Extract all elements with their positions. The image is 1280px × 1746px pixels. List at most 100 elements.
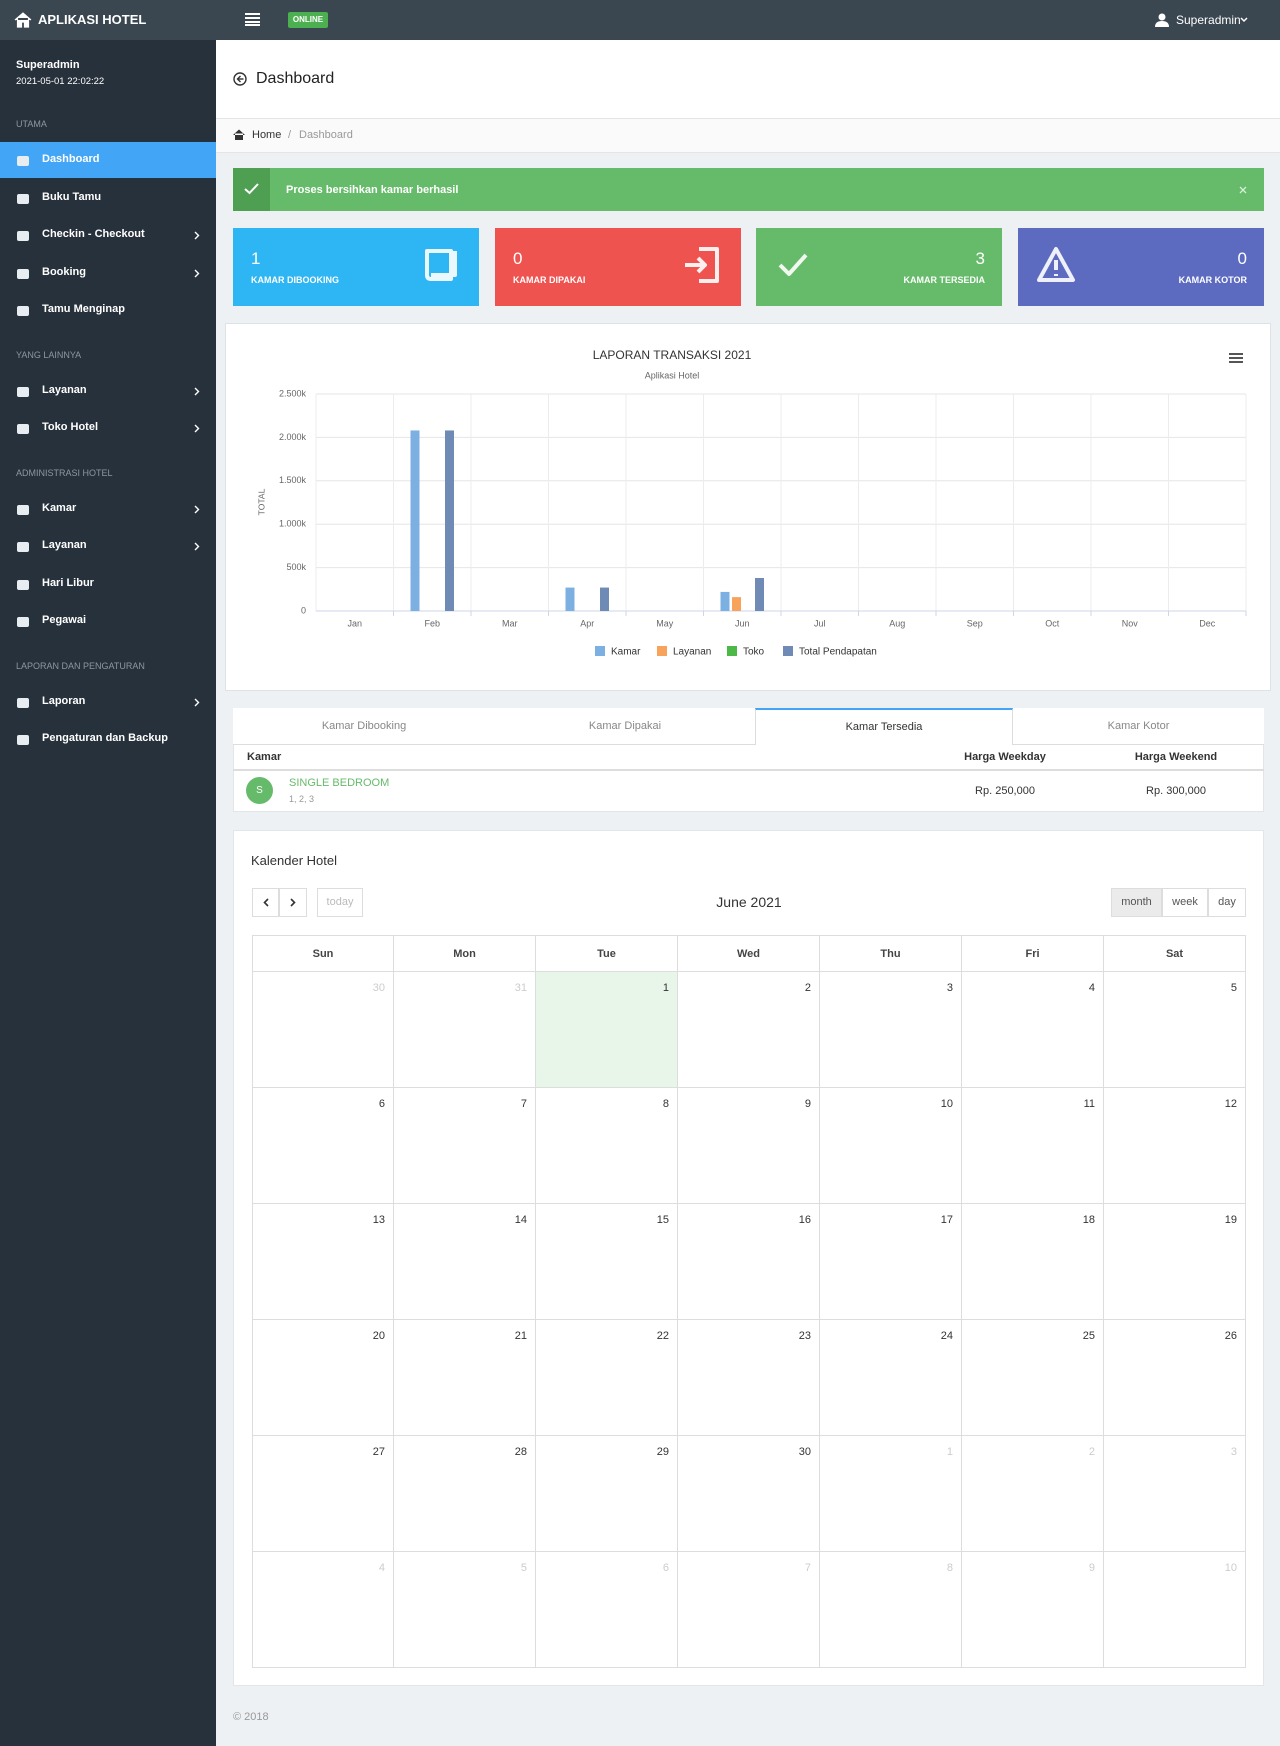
day-number: 9	[804, 1098, 811, 1110]
sidebar-icon	[17, 156, 29, 166]
tab[interactable]: Kamar Dipakai	[495, 708, 755, 745]
x-tick-label: Apr	[580, 618, 594, 628]
day-cell[interactable]: 19	[1104, 1204, 1246, 1320]
day-cell[interactable]: 2	[962, 1436, 1104, 1552]
next-button[interactable]	[279, 888, 307, 917]
day-cell[interactable]: 18	[962, 1204, 1104, 1320]
x-tick-label: Mar	[502, 618, 518, 628]
day-cell[interactable]: 8	[820, 1552, 962, 1668]
sidebar-item[interactable]: Buku Tamu	[0, 180, 216, 216]
day-cell[interactable]: 5	[1104, 972, 1246, 1088]
icon-shape	[17, 579, 29, 590]
stat-box: 0 KAMAR DIPAKAI	[495, 228, 741, 306]
y-tick-label: 2.000k	[279, 432, 307, 442]
day-cell[interactable]: 24	[820, 1320, 962, 1436]
day-cell[interactable]: 21	[394, 1320, 536, 1436]
sidebar-item[interactable]: Checkin - Checkout	[0, 217, 216, 253]
user-icon	[1155, 13, 1169, 27]
bar	[720, 591, 730, 611]
room-name[interactable]: SINGLE BEDROOM	[289, 777, 390, 789]
day-cell[interactable]: 30	[252, 972, 394, 1088]
stat-box: 3 KAMAR TERSEDIA	[756, 228, 1002, 306]
day-cell[interactable]: 7	[394, 1088, 536, 1204]
day-cell[interactable]: 15	[536, 1204, 678, 1320]
day-cell[interactable]: 31	[394, 972, 536, 1088]
view-button[interactable]: day	[1208, 888, 1246, 917]
menu-toggle[interactable]	[245, 13, 260, 26]
sidebar-item[interactable]: Layanan	[0, 373, 216, 409]
day-cell[interactable]: 30	[678, 1436, 820, 1552]
day-cell[interactable]: 12	[1104, 1088, 1246, 1204]
day-number: 31	[514, 982, 527, 994]
icon-shape	[17, 542, 29, 552]
day-cell[interactable]: 29	[536, 1436, 678, 1552]
day-number: 24	[940, 1330, 953, 1342]
day-cell[interactable]: 17	[820, 1204, 962, 1320]
sidebar-item[interactable]: Booking	[0, 255, 216, 291]
submenu-chevron	[194, 269, 200, 277]
tab-label: Kamar Tersedia	[845, 721, 923, 733]
legend-label: Kamar	[611, 647, 641, 658]
day-cell[interactable]: 5	[394, 1552, 536, 1668]
breadcrumb-link[interactable]: Home	[252, 129, 282, 141]
sidebar-icon	[17, 579, 29, 590]
day-cell[interactable]: 6	[536, 1552, 678, 1668]
icon-shape	[17, 424, 29, 434]
day-cell[interactable]: 10	[820, 1088, 962, 1204]
sidebar-item-label: Dashboard	[42, 153, 100, 165]
sidebar-item[interactable]: Hari Libur	[0, 566, 216, 602]
day-cell[interactable]: 13	[252, 1204, 394, 1320]
tab[interactable]: Kamar Tersedia	[755, 708, 1013, 745]
tab[interactable]: Kamar Dibooking	[233, 708, 495, 745]
sidebar-item[interactable]: Toko Hotel	[0, 410, 216, 446]
day-cell[interactable]: 3	[820, 972, 962, 1088]
day-cell[interactable]: 14	[394, 1204, 536, 1320]
day-cell[interactable]: 25	[962, 1320, 1104, 1436]
sidebar-item[interactable]: Layanan	[0, 528, 216, 564]
day-cell[interactable]: 26	[1104, 1320, 1246, 1436]
day-cell[interactable]: 27	[252, 1436, 394, 1552]
day-cell[interactable]: 1	[536, 972, 678, 1088]
icon-shape	[1037, 247, 1075, 282]
x-tick-label: Feb	[424, 618, 440, 628]
day-cell[interactable]: 23	[678, 1320, 820, 1436]
day-cell[interactable]: 4	[962, 972, 1104, 1088]
icon-shape	[17, 156, 29, 166]
stat-box: 1 KAMAR DIBOOKING	[233, 228, 479, 306]
day-cell[interactable]: 1	[820, 1436, 962, 1552]
view-button[interactable]: month	[1111, 888, 1162, 917]
day-cell[interactable]: 9	[962, 1552, 1104, 1668]
day-cell[interactable]: 3	[1104, 1436, 1246, 1552]
sidebar-icon	[17, 542, 29, 552]
alert-close[interactable]	[1239, 186, 1247, 194]
day-cell[interactable]: 10	[1104, 1552, 1246, 1668]
export-menu[interactable]	[1229, 353, 1243, 363]
back-icon[interactable]	[233, 72, 247, 86]
sidebar-item[interactable]: Dashboard	[0, 142, 216, 178]
sidebar-item[interactable]: Pengaturan dan Backup	[0, 721, 216, 757]
user-menu[interactable]: Superadmin	[1176, 13, 1241, 27]
day-cell[interactable]: 11	[962, 1088, 1104, 1204]
sidebar-item[interactable]: Pegawai	[0, 603, 216, 639]
day-cell[interactable]: 22	[536, 1320, 678, 1436]
day-cell[interactable]: 7	[678, 1552, 820, 1668]
day-cell[interactable]: 16	[678, 1204, 820, 1320]
day-cell[interactable]: 2	[678, 972, 820, 1088]
day-number: 17	[940, 1214, 953, 1226]
sidebar-datetime: 2021-05-01 22:02:22	[16, 76, 105, 87]
day-cell[interactable]: 4	[252, 1552, 394, 1668]
day-cell[interactable]: 28	[394, 1436, 536, 1552]
prev-button[interactable]	[252, 888, 279, 917]
day-cell[interactable]: 9	[678, 1088, 820, 1204]
sidebar-item[interactable]: Kamar	[0, 491, 216, 527]
day-number: 28	[514, 1446, 527, 1458]
sidebar-item[interactable]: Tamu Menginap	[0, 292, 216, 328]
submenu-chevron	[194, 424, 200, 433]
day-cell[interactable]: 20	[252, 1320, 394, 1436]
today-button[interactable]: today	[317, 888, 363, 917]
day-cell[interactable]: 6	[252, 1088, 394, 1204]
sidebar-item[interactable]: Laporan	[0, 684, 216, 720]
view-button[interactable]: week	[1162, 888, 1208, 917]
tab[interactable]: Kamar Kotor	[1013, 708, 1264, 745]
day-cell[interactable]: 8	[536, 1088, 678, 1204]
